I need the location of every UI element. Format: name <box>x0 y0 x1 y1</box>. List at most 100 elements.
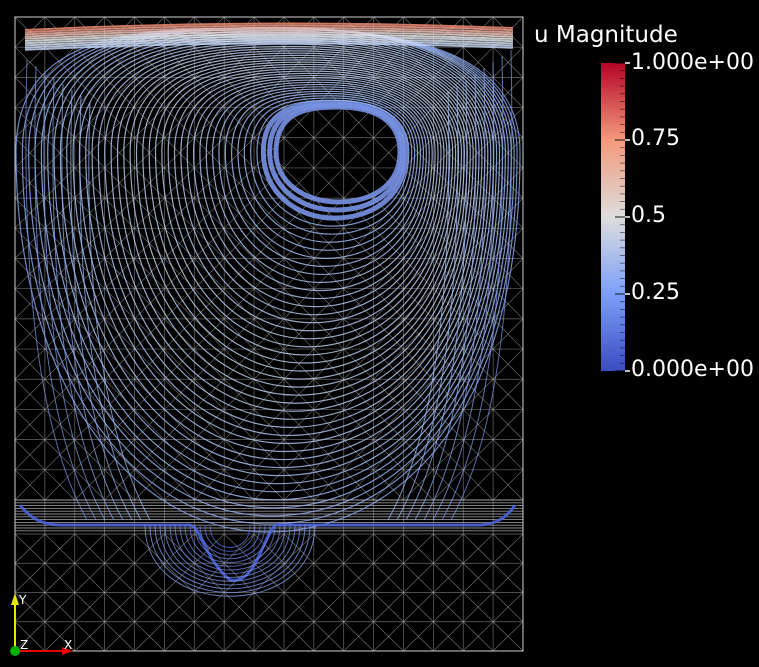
mesh-line <box>164 288 195 320</box>
mesh-line <box>164 533 195 564</box>
tick-label-050: 0.5 <box>631 203 666 228</box>
mesh-line <box>14 46 46 78</box>
mesh-line <box>492 592 524 623</box>
streamline <box>205 81 433 292</box>
mesh-line <box>492 409 524 440</box>
mesh-line <box>373 469 404 501</box>
mesh-line <box>433 592 464 623</box>
streamline <box>24 22 514 31</box>
mesh-line <box>313 348 344 380</box>
streamline <box>218 86 427 276</box>
mesh-line <box>134 318 165 350</box>
mesh-line <box>74 439 105 471</box>
mesh-line <box>462 533 494 564</box>
mesh-line <box>44 562 76 593</box>
streamline <box>189 524 271 563</box>
streamline <box>78 36 492 453</box>
mesh-line <box>403 318 434 350</box>
mesh-line <box>104 562 135 593</box>
mesh-line <box>492 46 524 78</box>
mesh-line <box>164 258 195 289</box>
mesh-line <box>134 409 165 440</box>
streamline <box>273 104 403 205</box>
mesh-line <box>492 562 524 593</box>
mesh-line <box>104 107 135 138</box>
mesh-line <box>223 621 255 652</box>
mesh-line <box>433 228 464 259</box>
mesh-line <box>462 137 494 169</box>
interface-streamline <box>18 504 517 582</box>
mesh-line <box>343 228 374 259</box>
mesh-line <box>283 348 315 380</box>
mesh-line <box>164 621 195 652</box>
tick-label-075: 0.75 <box>631 126 680 151</box>
mesh-wireframe <box>14 16 524 652</box>
cavity-domain <box>14 16 524 652</box>
streamline <box>24 26 514 36</box>
streamline <box>142 59 463 372</box>
mesh-line <box>373 439 404 471</box>
mesh-line <box>373 533 404 564</box>
streamline <box>231 90 422 259</box>
mesh-line <box>104 258 135 289</box>
tick-label-025: 0.25 <box>631 280 680 305</box>
streamline <box>43 71 106 521</box>
mesh-line <box>14 621 46 652</box>
mesh-line <box>283 621 315 652</box>
streamline <box>24 42 514 51</box>
streamline <box>405 79 468 521</box>
mesh-line <box>194 592 225 623</box>
colorbar-ticks <box>615 62 630 372</box>
color-legend[interactable] <box>601 62 630 372</box>
mesh-line <box>194 318 225 350</box>
mesh-line <box>134 77 165 108</box>
mesh-line <box>44 621 76 652</box>
mesh-line <box>403 533 434 564</box>
mesh-line <box>14 379 46 410</box>
mesh-line <box>403 197 434 229</box>
mesh-line <box>313 439 344 471</box>
mesh-line <box>134 46 165 78</box>
mesh-line <box>313 621 344 652</box>
streamline <box>199 79 436 300</box>
mesh-line <box>403 562 434 593</box>
streamline <box>250 97 413 235</box>
mesh-line <box>223 469 255 501</box>
streamline <box>209 524 251 548</box>
mesh-line <box>313 288 344 320</box>
streamline <box>164 524 296 582</box>
streamline <box>91 41 486 437</box>
mesh-line <box>283 439 315 471</box>
mesh-line <box>104 46 135 78</box>
mesh-line <box>253 409 285 440</box>
mesh-line <box>492 318 524 350</box>
mesh-line <box>104 621 135 652</box>
mesh-line <box>313 592 344 623</box>
streamline <box>199 524 261 556</box>
streamline <box>260 100 409 221</box>
mesh-line <box>74 562 105 593</box>
streamline <box>154 63 457 356</box>
mesh-line <box>433 533 464 564</box>
mesh-line <box>14 562 46 593</box>
mesh-line <box>164 137 195 169</box>
streamline <box>173 70 448 332</box>
mesh-line <box>462 258 494 289</box>
mesh-line <box>194 469 225 501</box>
mesh-line <box>433 469 464 501</box>
mesh-line <box>44 288 76 320</box>
streamline <box>144 524 316 597</box>
mesh-line <box>313 258 344 289</box>
mesh-line <box>164 592 195 623</box>
streamline <box>47 26 506 493</box>
streamline <box>15 27 521 533</box>
mesh-line <box>313 107 344 138</box>
mesh-line <box>343 167 374 199</box>
mesh-line <box>223 409 255 440</box>
streamline <box>237 92 419 251</box>
domain-outline <box>14 16 524 652</box>
streamline <box>204 524 256 552</box>
streamline <box>24 37 514 47</box>
streamline <box>97 43 483 428</box>
